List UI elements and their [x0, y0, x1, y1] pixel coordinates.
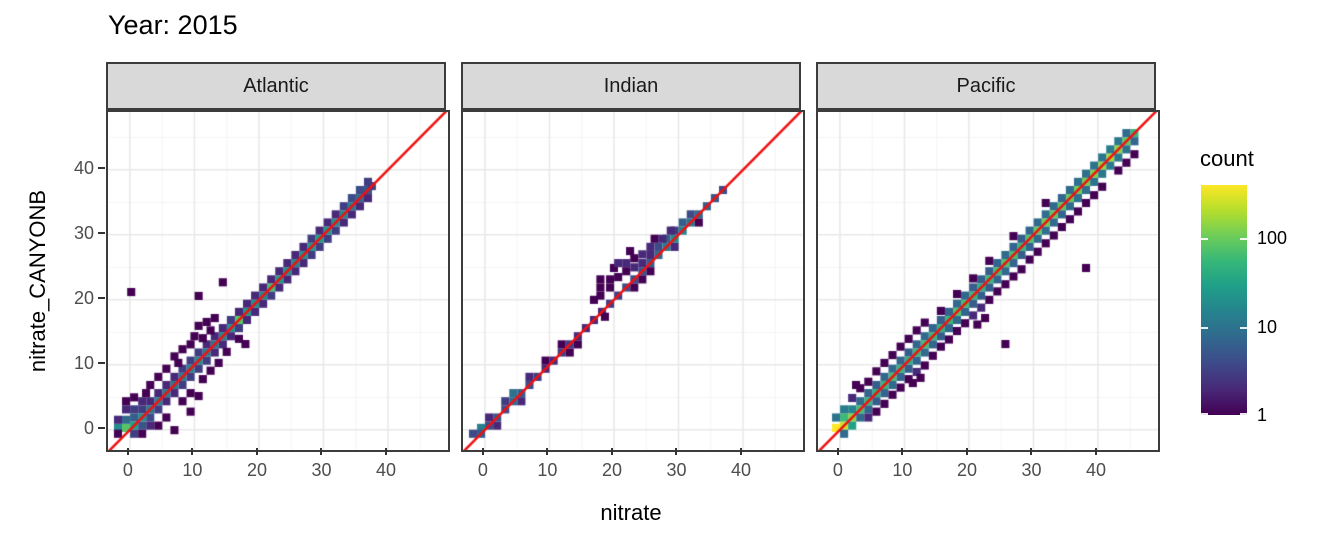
x-tick-label: 40	[375, 460, 397, 480]
legend-tick-label: 100	[1257, 228, 1288, 249]
legend-tick-mark	[1201, 326, 1208, 329]
y-axis-title: nitrate_CANYONB	[25, 189, 50, 373]
x-tick-mark	[385, 448, 387, 455]
y-tick-label: 40	[73, 157, 94, 178]
legend-tick-mark	[1240, 326, 1247, 329]
legend-tick-label: 1	[1257, 405, 1268, 425]
x-tick-mark	[610, 448, 613, 455]
x-tick-mark	[1095, 448, 1097, 455]
x-tick-label: 40	[730, 460, 752, 480]
legend-tick-mark	[1201, 238, 1208, 241]
legend-colorbar	[1201, 185, 1247, 415]
x-tick-label: 10	[182, 460, 203, 480]
y-tick-mark	[98, 361, 105, 364]
x-tick-label: 0	[832, 460, 843, 480]
legend-tick-label: 10	[1257, 316, 1278, 337]
facet-strip-indian: Indian	[461, 62, 801, 110]
y-tick-label: 0	[83, 417, 94, 438]
x-tick-label: 10	[537, 460, 558, 480]
x-tick-label: 20	[601, 460, 622, 480]
legend-tick-mark	[1240, 238, 1247, 241]
legend-tick-mark	[1240, 413, 1247, 415]
x-tick-label: 30	[1021, 460, 1042, 480]
x-tick-label: 20	[956, 460, 977, 480]
x-tick-mark	[675, 448, 678, 455]
x-tick-mark	[126, 448, 129, 455]
x-tick-mark	[740, 448, 742, 455]
x-tick-mark	[546, 448, 549, 455]
x-tick-label: 0	[477, 460, 488, 480]
plot-title: Year: 2015	[108, 10, 238, 40]
x-tick-mark	[320, 448, 323, 455]
x-tick-label: 30	[666, 460, 687, 480]
bin2d-canvas-indian	[463, 112, 803, 450]
bin2d-canvas-pacific	[818, 112, 1158, 450]
bin2d-canvas-atlantic	[108, 112, 448, 450]
facet-strip-label: Atlantic	[243, 74, 309, 97]
x-tick-mark	[255, 448, 258, 455]
x-axis-title: nitrate	[600, 500, 662, 525]
legend-title: count	[1200, 146, 1254, 171]
y-tick-label: 20	[73, 287, 94, 308]
legend-tick-mark	[1201, 413, 1208, 415]
facet-panel-atlantic	[106, 110, 450, 452]
x-tick-label: 20	[246, 460, 267, 480]
facet-panel-indian	[461, 110, 805, 452]
y-tick-mark	[98, 296, 105, 299]
facet-strip-atlantic: Atlantic	[106, 62, 446, 110]
x-tick-mark	[481, 448, 484, 455]
x-tick-mark	[191, 448, 194, 455]
x-tick-label: 40	[1085, 460, 1107, 480]
x-tick-label: 30	[311, 460, 332, 480]
y-tick-label: 10	[73, 352, 94, 373]
x-tick-mark	[836, 448, 839, 455]
x-tick-mark	[901, 448, 904, 455]
y-tick-label: 30	[73, 222, 94, 243]
facet-panel-pacific	[816, 110, 1160, 452]
x-tick-mark	[1030, 448, 1033, 455]
y-tick-mark	[98, 426, 105, 429]
facet-strip-label: Indian	[603, 74, 659, 97]
facet-strip-label: Pacific	[956, 74, 1016, 97]
x-tick-label: 0	[122, 460, 133, 480]
y-tick-mark	[98, 166, 105, 169]
x-tick-label: 10	[892, 460, 913, 480]
y-tick-mark	[98, 231, 105, 234]
x-tick-mark	[965, 448, 968, 455]
facet-strip-pacific: Pacific	[816, 62, 1156, 110]
